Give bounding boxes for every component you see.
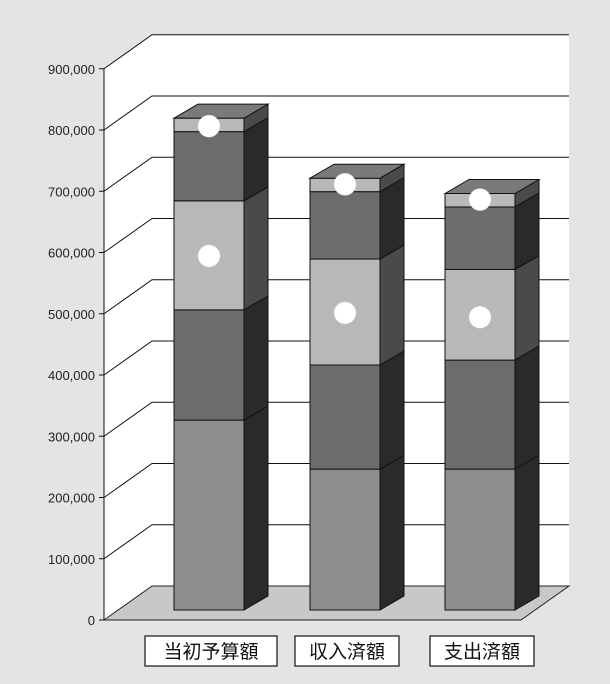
y-axis: 0 100,000 200,000 300,000 400,000 500,000 600,… bbox=[48, 62, 105, 628]
y-tick-label: 900,000 bbox=[48, 62, 95, 77]
bar-segment bbox=[444, 468, 516, 611]
bar-segment bbox=[309, 191, 381, 260]
y-tick-label: 600,000 bbox=[48, 246, 95, 261]
bar-stack bbox=[443, 178, 541, 611]
bar-segment-side bbox=[514, 454, 540, 611]
y-tick-label: 500,000 bbox=[48, 307, 95, 322]
marker-dot bbox=[333, 173, 357, 196]
bar-segment bbox=[309, 468, 381, 611]
marker-dot bbox=[197, 244, 221, 268]
bar-segment bbox=[173, 309, 245, 421]
bar-segment-side bbox=[243, 116, 269, 202]
bar-segment bbox=[444, 359, 516, 470]
category-label: 収入済額 bbox=[309, 641, 385, 663]
markers bbox=[197, 114, 492, 329]
marker-dot bbox=[197, 114, 221, 138]
bar-stack bbox=[172, 103, 270, 611]
y-tick-label: 800,000 bbox=[48, 123, 95, 138]
y-tick-label: 700,000 bbox=[48, 184, 95, 199]
gridline bbox=[103, 34, 569, 70]
bar-segment bbox=[444, 206, 516, 270]
y-tick-label: 200,000 bbox=[48, 491, 95, 506]
bar-segment-side bbox=[243, 185, 269, 311]
gridline bbox=[103, 218, 569, 253]
bar-top-face bbox=[172, 103, 270, 119]
gridline bbox=[103, 279, 569, 315]
marker-dot bbox=[468, 305, 492, 329]
bar-segment-side bbox=[514, 345, 540, 470]
bar-segment-side bbox=[379, 454, 405, 611]
gridline bbox=[103, 524, 569, 560]
bar-top-face bbox=[443, 179, 541, 194]
y-tick-label: 0 bbox=[88, 613, 95, 628]
bar-segment-side bbox=[379, 244, 405, 366]
bar-segment-side bbox=[243, 405, 269, 611]
grid-lines bbox=[103, 34, 569, 560]
category-label-box bbox=[429, 635, 535, 667]
bar-top-face bbox=[308, 163, 406, 179]
bar-segment bbox=[173, 419, 245, 611]
y-tick-label: 400,000 bbox=[48, 368, 95, 383]
y-tick-label: 300,000 bbox=[48, 429, 95, 444]
y-tick-label: 100,000 bbox=[48, 552, 95, 567]
bar-segment bbox=[309, 364, 381, 470]
gridline bbox=[103, 340, 569, 376]
gridline bbox=[103, 463, 569, 498]
bar-stack bbox=[308, 163, 406, 611]
gridline bbox=[103, 401, 569, 437]
gridline bbox=[103, 95, 569, 131]
category-label: 当初予算額 bbox=[163, 641, 258, 663]
marker-dot bbox=[333, 301, 357, 325]
category-label-box bbox=[144, 635, 278, 667]
category-labels: 当初予算額 収入済額 支出済額 bbox=[144, 635, 535, 667]
category-label-box bbox=[294, 635, 400, 667]
category-label: 支出済額 bbox=[444, 641, 520, 663]
left-wall bbox=[104, 34, 152, 620]
bar-segment-side bbox=[243, 295, 269, 421]
bar-segment-side bbox=[514, 254, 540, 361]
bar-segment-side bbox=[379, 350, 405, 470]
gridline bbox=[103, 156, 569, 192]
marker-dot bbox=[468, 188, 492, 211]
bars bbox=[172, 103, 541, 611]
bar-segment bbox=[173, 131, 245, 202]
